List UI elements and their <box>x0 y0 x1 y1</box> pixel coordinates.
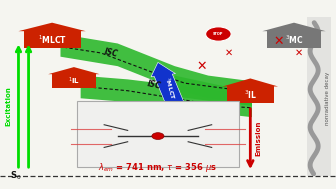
FancyBboxPatch shape <box>77 101 239 167</box>
Text: Excitation: Excitation <box>5 86 11 126</box>
FancyBboxPatch shape <box>52 74 96 88</box>
Circle shape <box>206 27 231 41</box>
Text: ✕: ✕ <box>295 48 303 58</box>
Text: $^3$IL: $^3$IL <box>244 88 257 101</box>
FancyBboxPatch shape <box>267 31 321 48</box>
Text: $^3$MC: $^3$MC <box>285 33 303 46</box>
FancyBboxPatch shape <box>24 31 81 48</box>
FancyBboxPatch shape <box>227 87 274 102</box>
Text: $^1$IL: $^1$IL <box>68 76 80 87</box>
Polygon shape <box>222 78 278 87</box>
Text: Emission: Emission <box>255 120 261 156</box>
Polygon shape <box>48 67 100 74</box>
Text: $^3$MLCT: $^3$MLCT <box>162 76 177 102</box>
Text: S$_0$: S$_0$ <box>10 170 22 182</box>
Polygon shape <box>262 23 326 31</box>
Text: nonradiative decay: nonradiative decay <box>325 72 330 125</box>
Text: ✕: ✕ <box>224 48 233 58</box>
Text: ✕: ✕ <box>274 35 284 48</box>
FancyArrow shape <box>151 62 191 120</box>
Polygon shape <box>18 23 86 31</box>
Polygon shape <box>60 34 252 102</box>
Text: ✕: ✕ <box>196 60 207 73</box>
FancyBboxPatch shape <box>307 17 331 176</box>
Text: $\lambda_{em}$ = 741 nm, $\tau$ = 356 $\mu$s: $\lambda_{em}$ = 741 nm, $\tau$ = 356 $\… <box>98 161 217 174</box>
Text: ISC: ISC <box>103 47 119 59</box>
Text: $^1$MLCT: $^1$MLCT <box>38 33 67 46</box>
Polygon shape <box>175 76 252 106</box>
Text: STOP: STOP <box>213 32 223 36</box>
Text: ISC: ISC <box>147 79 162 91</box>
Circle shape <box>152 133 164 139</box>
Polygon shape <box>81 76 252 117</box>
